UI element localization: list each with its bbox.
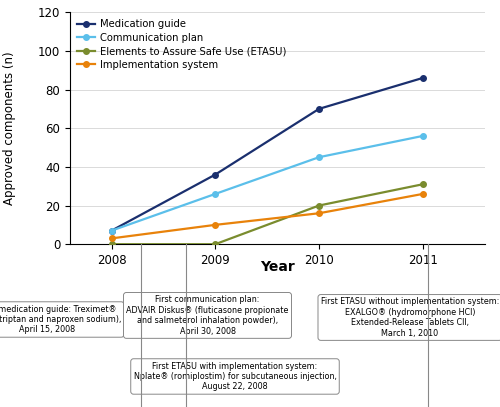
- Text: First ETASU without implementation system:
EXALGO® (hydromorphone HCl)
Extended-: First ETASU without implementation syste…: [321, 298, 499, 337]
- Y-axis label: Approved components (n): Approved components (n): [3, 51, 16, 205]
- Text: First communication plan:
ADVAIR Diskus® (fluticasone propionate
and salmeterol : First communication plan: ADVAIR Diskus®…: [126, 295, 288, 335]
- Text: First medication guide: Treximet®
(sumatriptan and naproxen sodium),
April 15, 2: First medication guide: Treximet® (sumat…: [0, 304, 121, 335]
- Legend: Medication guide, Communication plan, Elements to Assure Safe Use (ETASU), Imple: Medication guide, Communication plan, El…: [75, 17, 288, 72]
- Text: First ETASU with implementation system:
Nplate® (romiplostim) for subcutaneous i: First ETASU with implementation system: …: [134, 361, 336, 392]
- Text: Year: Year: [260, 260, 295, 274]
